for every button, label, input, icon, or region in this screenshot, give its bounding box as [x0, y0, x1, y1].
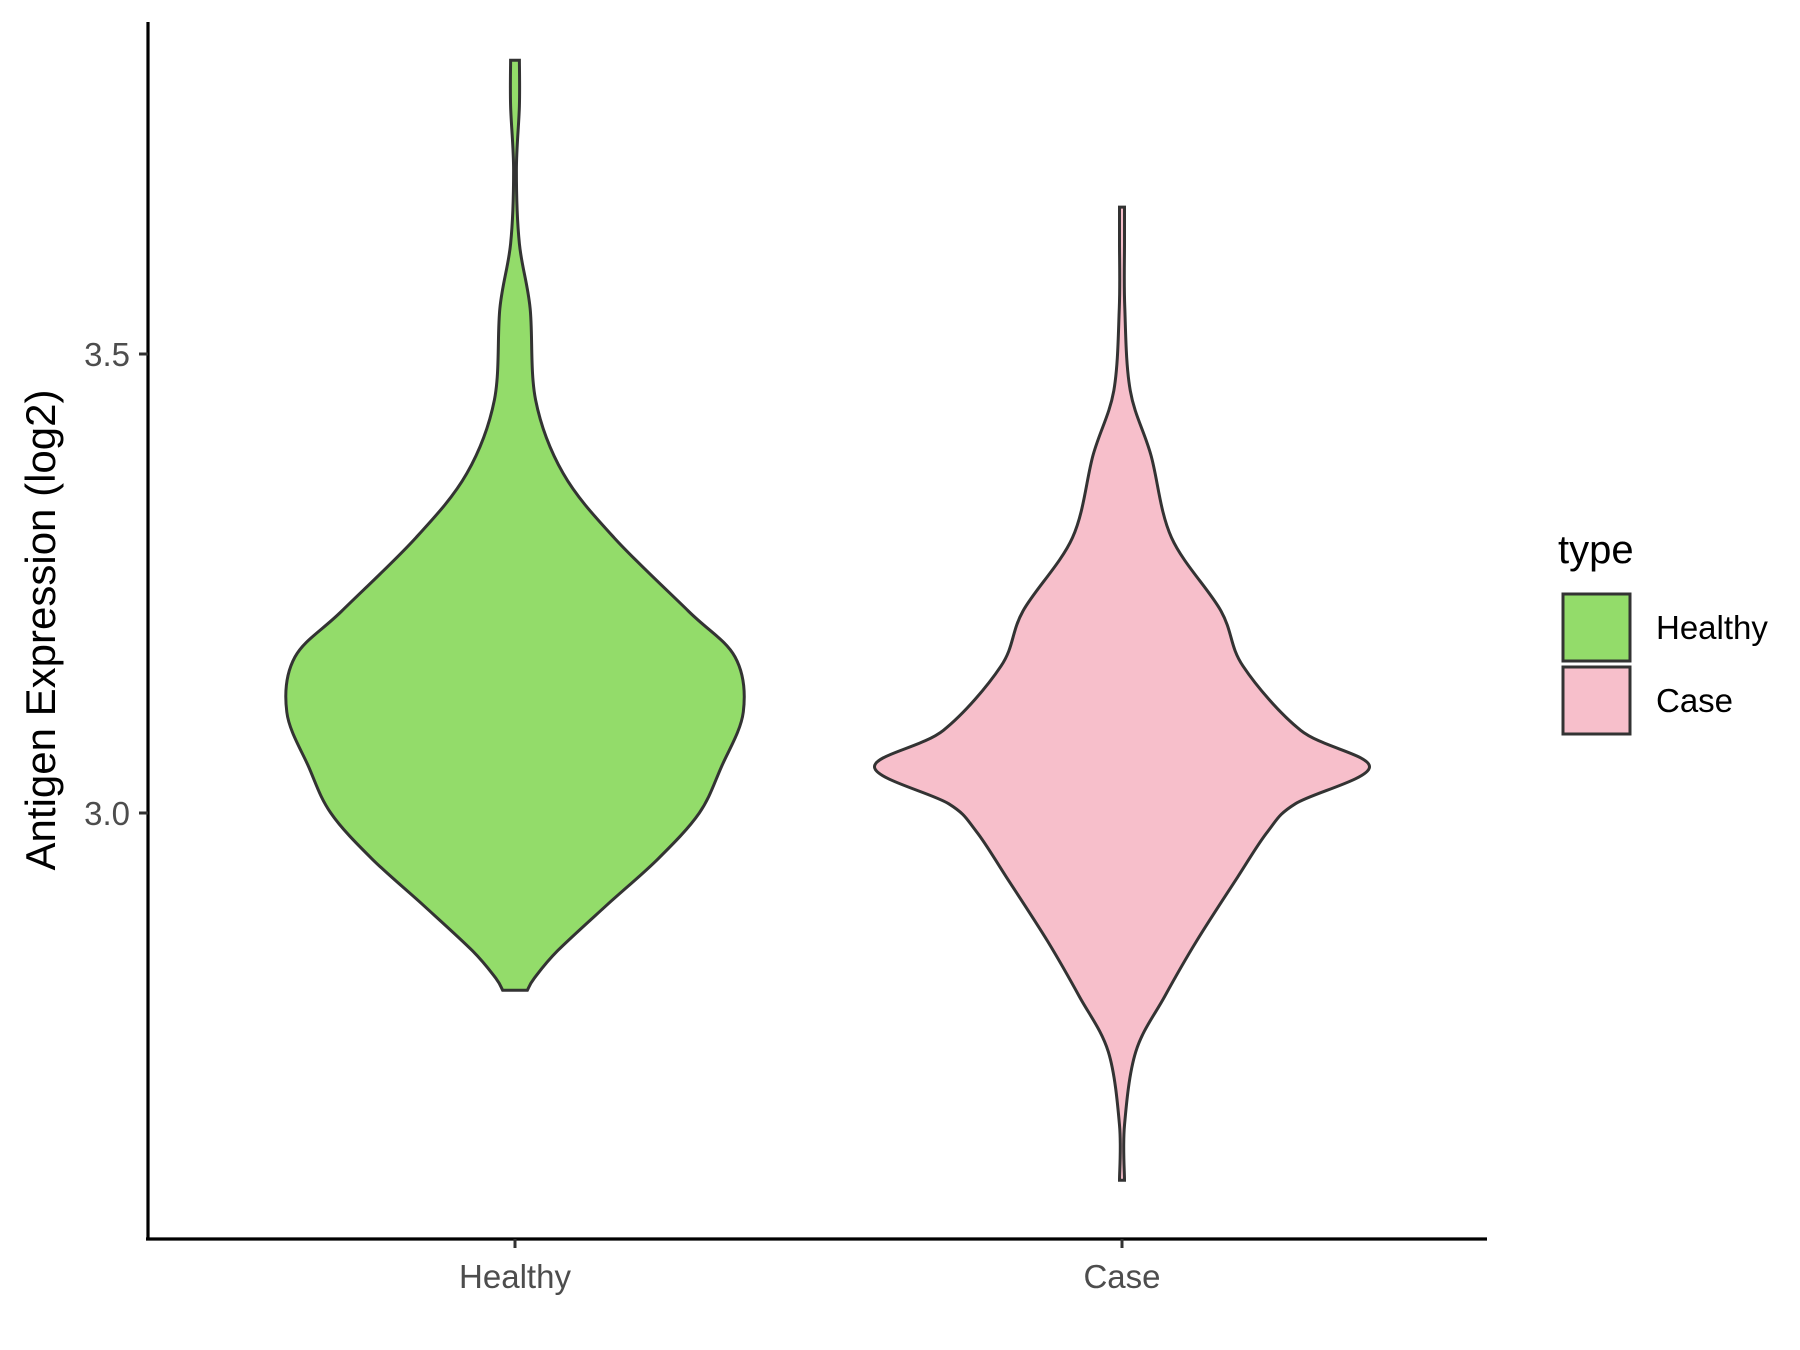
x-tick-label: Case [1083, 1258, 1160, 1295]
legend-title: type [1558, 528, 1634, 572]
y-tick-label: 3.5 [84, 336, 130, 373]
y-ticks: 3.0 3.5 [84, 336, 148, 832]
y-tick-label: 3.0 [84, 795, 130, 832]
y-axis-title: Antigen Expression (log2) [17, 390, 64, 871]
legend: type Healthy Case [1558, 528, 1768, 736]
legend-key-case [1561, 665, 1632, 736]
x-tick-label: Healthy [459, 1258, 571, 1295]
legend-label: Case [1656, 682, 1733, 719]
violin-case [873, 205, 1371, 1182]
x-ticks: Healthy Case [459, 1239, 1161, 1295]
violin-layer [284, 58, 1371, 1182]
legend-label: Healthy [1656, 609, 1768, 646]
legend-key-healthy [1561, 592, 1632, 663]
violin-healthy [284, 58, 746, 992]
